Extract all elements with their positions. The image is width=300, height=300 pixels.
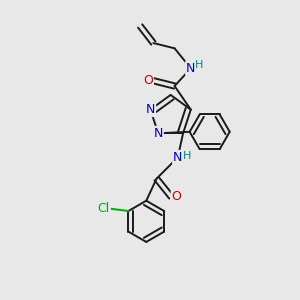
Text: N: N bbox=[186, 62, 196, 75]
Text: N: N bbox=[173, 151, 182, 164]
Text: O: O bbox=[172, 190, 182, 203]
Text: O: O bbox=[143, 74, 153, 87]
Text: Cl: Cl bbox=[98, 202, 110, 215]
Text: N: N bbox=[146, 103, 155, 116]
Text: H: H bbox=[195, 60, 203, 70]
Text: N: N bbox=[154, 127, 163, 140]
Text: H: H bbox=[182, 151, 191, 161]
